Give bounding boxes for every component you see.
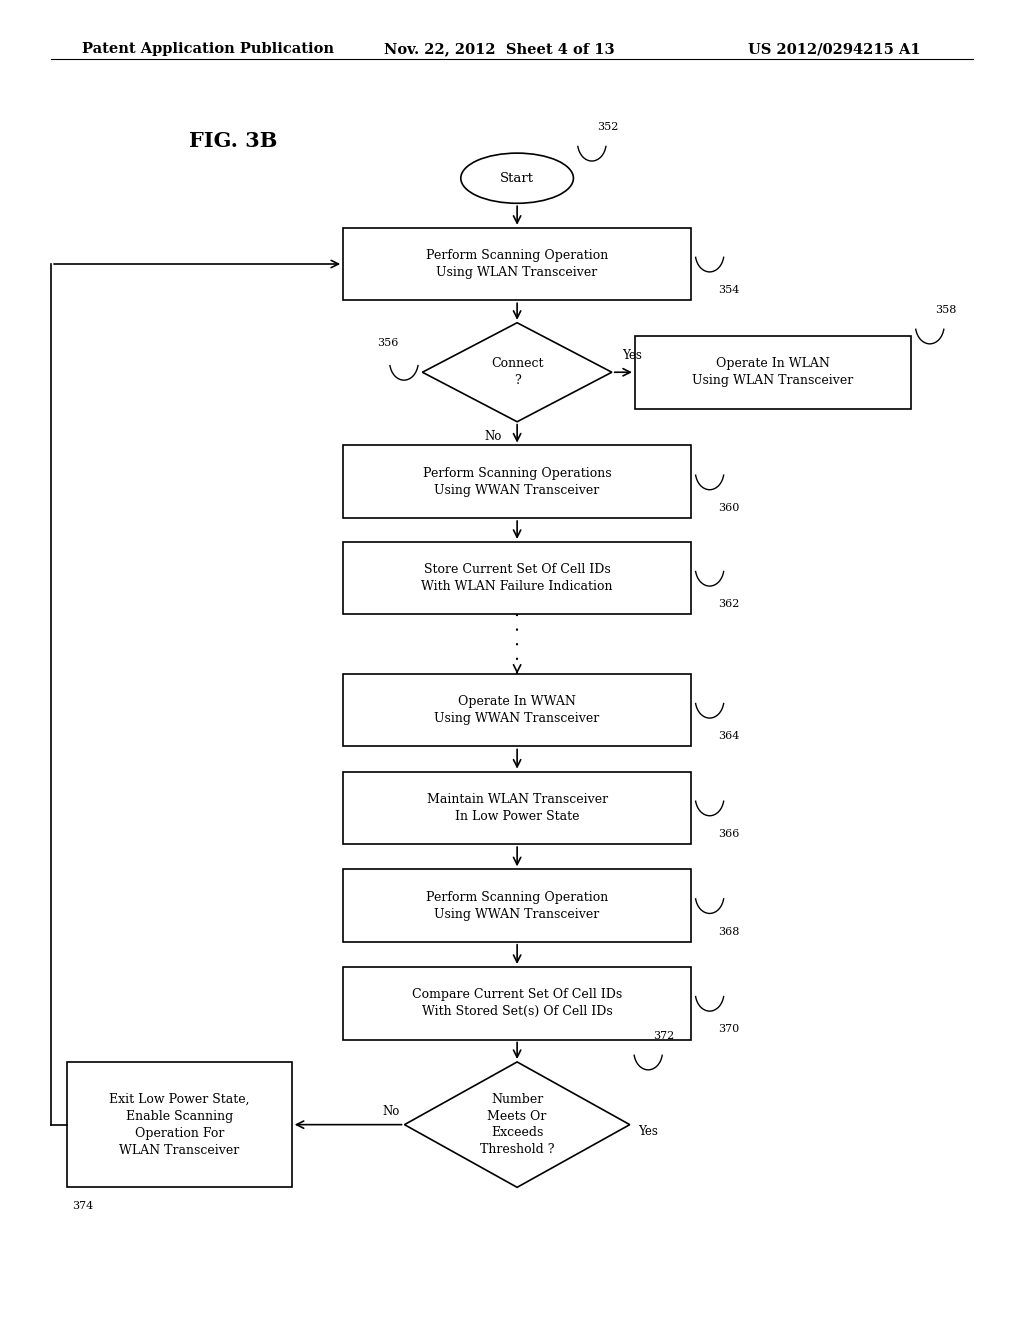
Text: Perform Scanning Operations
Using WWAN Transceiver: Perform Scanning Operations Using WWAN T… (423, 467, 611, 496)
FancyBboxPatch shape (343, 771, 691, 845)
Text: Perform Scanning Operation
Using WWAN Transceiver: Perform Scanning Operation Using WWAN Tr… (426, 891, 608, 920)
FancyBboxPatch shape (343, 227, 691, 300)
Text: 364: 364 (718, 731, 739, 741)
Text: Compare Current Set Of Cell IDs
With Stored Set(s) Of Cell IDs: Compare Current Set Of Cell IDs With Sto… (412, 989, 623, 1018)
Text: Perform Scanning Operation
Using WLAN Transceiver: Perform Scanning Operation Using WLAN Tr… (426, 249, 608, 279)
Text: FIG. 3B: FIG. 3B (189, 131, 278, 152)
Text: 356: 356 (378, 338, 398, 348)
Text: 354: 354 (718, 285, 739, 296)
FancyBboxPatch shape (343, 673, 691, 747)
Text: Operate In WWAN
Using WWAN Transceiver: Operate In WWAN Using WWAN Transceiver (434, 696, 600, 725)
Text: No: No (484, 430, 502, 442)
Text: No: No (382, 1105, 399, 1118)
Text: 366: 366 (718, 829, 739, 840)
Polygon shape (404, 1061, 630, 1188)
Text: Start: Start (500, 172, 535, 185)
Ellipse shape (461, 153, 573, 203)
Text: Store Current Set Of Cell IDs
With WLAN Failure Indication: Store Current Set Of Cell IDs With WLAN … (421, 564, 613, 593)
Text: Maintain WLAN Transceiver
In Low Power State: Maintain WLAN Transceiver In Low Power S… (427, 793, 607, 822)
Text: Yes: Yes (623, 348, 642, 362)
Text: 370: 370 (718, 1024, 739, 1035)
Text: 372: 372 (653, 1031, 675, 1040)
Text: 358: 358 (935, 305, 956, 315)
Text: Connect
?: Connect ? (490, 358, 544, 387)
Text: US 2012/0294215 A1: US 2012/0294215 A1 (748, 42, 921, 57)
Text: 360: 360 (718, 503, 739, 512)
Text: Patent Application Publication: Patent Application Publication (82, 42, 334, 57)
Text: Nov. 22, 2012  Sheet 4 of 13: Nov. 22, 2012 Sheet 4 of 13 (384, 42, 614, 57)
FancyBboxPatch shape (343, 445, 691, 517)
Text: 362: 362 (718, 599, 739, 609)
Text: Exit Low Power State,
Enable Scanning
Operation For
WLAN Transceiver: Exit Low Power State, Enable Scanning Op… (109, 1093, 250, 1156)
FancyBboxPatch shape (343, 541, 691, 614)
Text: 374: 374 (72, 1201, 93, 1210)
Text: 368: 368 (718, 927, 739, 937)
Text: Number
Meets Or
Exceeds
Threshold ?: Number Meets Or Exceeds Threshold ? (480, 1093, 554, 1156)
FancyBboxPatch shape (343, 966, 691, 1040)
FancyBboxPatch shape (635, 335, 911, 409)
FancyBboxPatch shape (343, 870, 691, 942)
FancyBboxPatch shape (67, 1061, 292, 1188)
Text: Yes: Yes (638, 1125, 657, 1138)
Text: 352: 352 (597, 121, 618, 132)
Polygon shape (422, 323, 612, 422)
Text: Operate In WLAN
Using WLAN Transceiver: Operate In WLAN Using WLAN Transceiver (692, 358, 854, 387)
